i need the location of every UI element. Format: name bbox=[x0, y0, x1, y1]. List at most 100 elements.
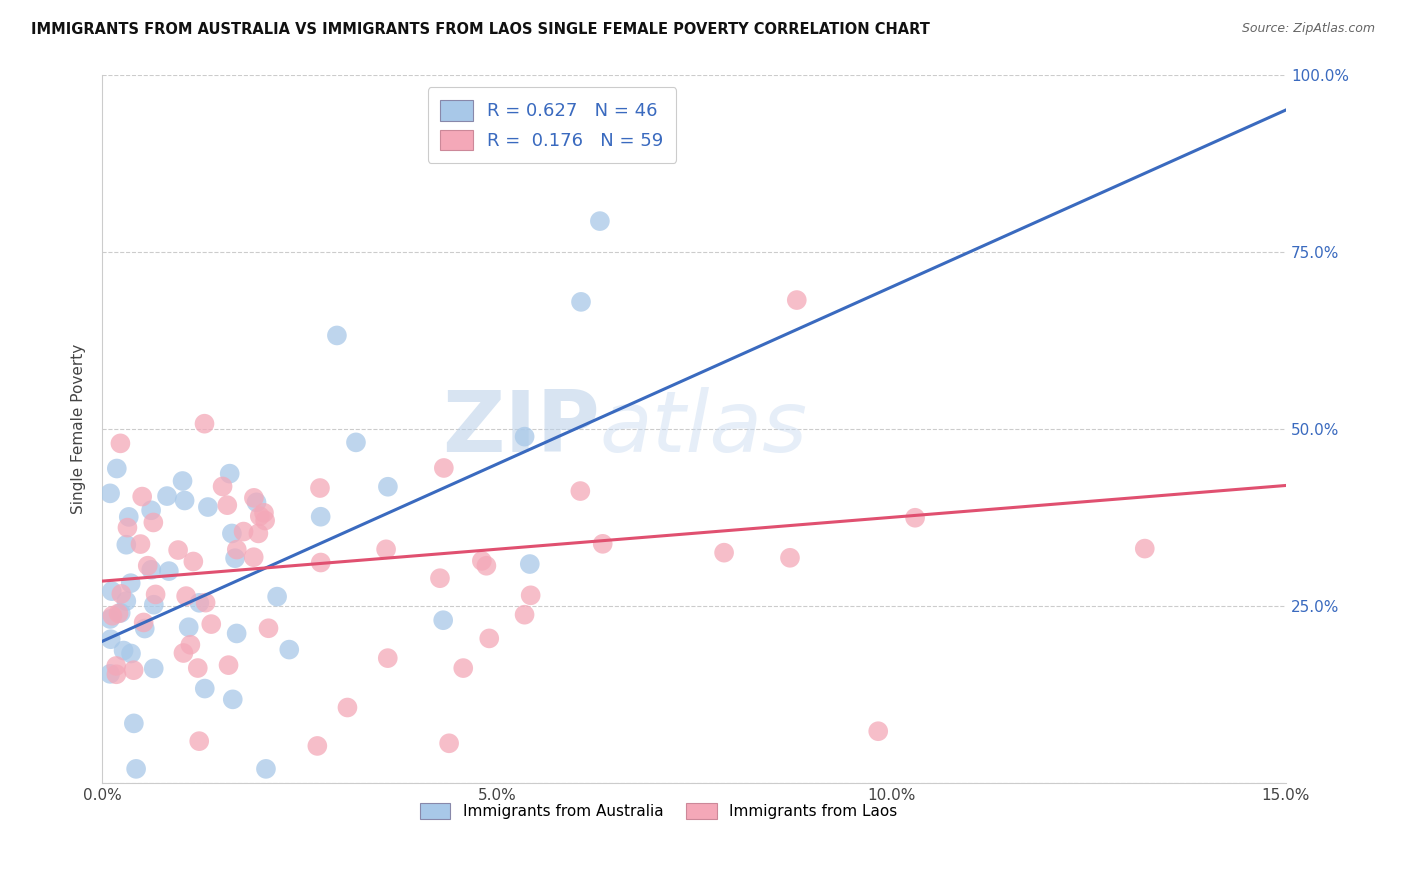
Point bbox=[136, 558, 159, 573]
Point bbox=[197, 500, 219, 514]
Point bbox=[336, 700, 359, 714]
Point bbox=[569, 294, 592, 309]
Point bbox=[177, 620, 200, 634]
Point bbox=[243, 491, 266, 505]
Point bbox=[222, 692, 245, 706]
Point bbox=[786, 293, 808, 307]
Point bbox=[183, 554, 205, 568]
Point bbox=[307, 739, 329, 753]
Point bbox=[232, 524, 254, 539]
Point bbox=[142, 516, 165, 530]
Point bbox=[125, 762, 148, 776]
Point bbox=[142, 598, 165, 612]
Point bbox=[224, 551, 246, 566]
Point bbox=[245, 495, 267, 509]
Point bbox=[254, 762, 277, 776]
Point bbox=[100, 632, 122, 647]
Point bbox=[131, 490, 153, 504]
Point bbox=[193, 417, 215, 431]
Point bbox=[122, 663, 145, 677]
Point bbox=[142, 661, 165, 675]
Point bbox=[179, 638, 201, 652]
Point bbox=[278, 642, 301, 657]
Point bbox=[377, 651, 399, 665]
Point bbox=[188, 734, 211, 748]
Point bbox=[868, 724, 890, 739]
Point bbox=[156, 489, 179, 503]
Text: Source: ZipAtlas.com: Source: ZipAtlas.com bbox=[1241, 22, 1375, 36]
Point bbox=[173, 493, 195, 508]
Point bbox=[139, 503, 162, 517]
Point bbox=[437, 736, 460, 750]
Point bbox=[118, 509, 141, 524]
Point bbox=[145, 587, 167, 601]
Point bbox=[110, 606, 132, 620]
Point bbox=[218, 467, 240, 481]
Text: atlas: atlas bbox=[599, 387, 807, 470]
Point bbox=[713, 546, 735, 560]
Point bbox=[247, 526, 270, 541]
Text: ZIP: ZIP bbox=[441, 387, 599, 470]
Point bbox=[225, 626, 247, 640]
Point bbox=[309, 481, 332, 495]
Y-axis label: Single Female Poverty: Single Female Poverty bbox=[72, 343, 86, 514]
Point bbox=[589, 214, 612, 228]
Point bbox=[101, 608, 124, 623]
Point bbox=[194, 596, 217, 610]
Point bbox=[112, 643, 135, 657]
Point bbox=[377, 480, 399, 494]
Point bbox=[188, 596, 211, 610]
Point bbox=[110, 436, 132, 450]
Point bbox=[115, 594, 138, 608]
Point bbox=[117, 520, 139, 534]
Point bbox=[433, 461, 456, 475]
Point bbox=[429, 571, 451, 585]
Point bbox=[134, 622, 156, 636]
Point bbox=[98, 612, 121, 626]
Point bbox=[187, 661, 209, 675]
Point bbox=[344, 435, 367, 450]
Point bbox=[167, 543, 190, 558]
Point bbox=[211, 479, 233, 493]
Point bbox=[326, 328, 349, 343]
Point bbox=[132, 615, 155, 630]
Point bbox=[904, 510, 927, 524]
Point bbox=[513, 429, 536, 443]
Point bbox=[779, 550, 801, 565]
Point bbox=[194, 681, 217, 696]
Point bbox=[122, 716, 145, 731]
Point bbox=[569, 484, 592, 499]
Point bbox=[309, 556, 332, 570]
Point bbox=[432, 613, 454, 627]
Point bbox=[172, 474, 194, 488]
Legend: Immigrants from Australia, Immigrants from Laos: Immigrants from Australia, Immigrants fr… bbox=[413, 797, 904, 825]
Point bbox=[592, 537, 614, 551]
Point bbox=[478, 632, 501, 646]
Point bbox=[375, 542, 398, 557]
Point bbox=[107, 607, 129, 621]
Point bbox=[519, 557, 541, 571]
Point bbox=[221, 526, 243, 541]
Point bbox=[174, 589, 197, 603]
Point bbox=[115, 538, 138, 552]
Text: IMMIGRANTS FROM AUSTRALIA VS IMMIGRANTS FROM LAOS SINGLE FEMALE POVERTY CORRELAT: IMMIGRANTS FROM AUSTRALIA VS IMMIGRANTS … bbox=[31, 22, 929, 37]
Point bbox=[254, 514, 277, 528]
Point bbox=[218, 658, 240, 673]
Point bbox=[172, 646, 194, 660]
Point bbox=[309, 509, 332, 524]
Point bbox=[157, 564, 180, 578]
Point bbox=[200, 617, 222, 632]
Point bbox=[475, 558, 498, 573]
Point bbox=[141, 563, 163, 577]
Point bbox=[266, 590, 288, 604]
Point bbox=[120, 647, 142, 661]
Point bbox=[110, 587, 132, 601]
Point bbox=[129, 537, 152, 551]
Point bbox=[98, 486, 121, 500]
Point bbox=[1133, 541, 1156, 556]
Point bbox=[100, 584, 122, 599]
Point bbox=[105, 667, 128, 681]
Point bbox=[519, 588, 541, 602]
Point bbox=[257, 621, 280, 635]
Point bbox=[242, 550, 264, 565]
